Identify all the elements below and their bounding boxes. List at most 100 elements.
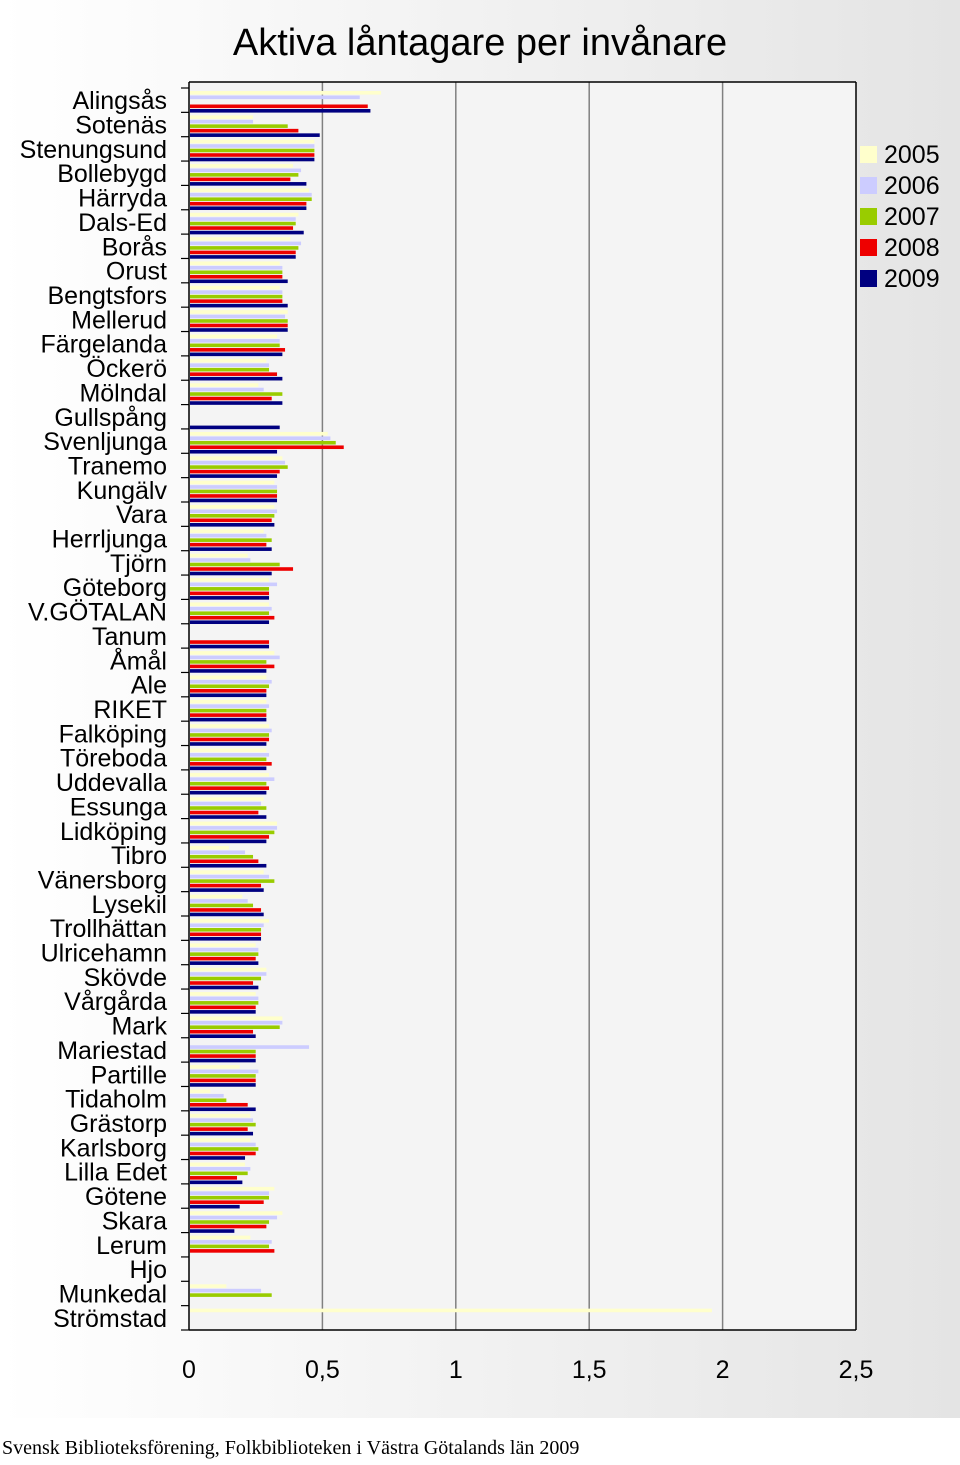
legend-label: 2006 <box>884 172 940 200</box>
bar <box>190 498 278 503</box>
bar <box>190 255 296 259</box>
bar <box>190 188 310 193</box>
category-label: Svenljunga <box>43 428 167 456</box>
bar <box>190 1244 270 1249</box>
bar <box>190 1220 270 1224</box>
bar <box>190 265 283 270</box>
bar <box>190 797 264 801</box>
bar <box>190 567 294 571</box>
bar <box>190 1235 251 1240</box>
bar <box>190 367 270 372</box>
bar <box>190 480 275 485</box>
bar <box>190 972 267 976</box>
bar <box>190 1215 278 1220</box>
category-label: Lidköping <box>60 818 167 846</box>
category-label: Mölndal <box>79 379 167 407</box>
bar <box>190 1025 280 1030</box>
bar <box>190 1074 256 1078</box>
bar <box>190 591 270 596</box>
bar <box>190 328 288 332</box>
bar <box>190 339 280 343</box>
bar <box>190 1069 259 1074</box>
bar <box>190 440 336 445</box>
bar <box>190 777 275 781</box>
bar <box>190 1138 251 1142</box>
bar <box>190 781 267 786</box>
bar <box>190 509 278 514</box>
bar <box>190 1171 248 1176</box>
bar <box>190 845 230 850</box>
bar <box>190 952 259 956</box>
bar <box>190 724 270 728</box>
bar <box>190 801 262 806</box>
bar <box>190 348 286 352</box>
bar <box>190 343 280 348</box>
bar <box>190 606 272 611</box>
bar <box>190 947 259 952</box>
category-label: Sotenäs <box>75 112 167 140</box>
axes <box>181 81 857 1331</box>
bar <box>190 465 288 469</box>
bar <box>190 192 312 197</box>
bar <box>190 728 272 733</box>
bar <box>190 675 267 680</box>
bar <box>190 376 283 381</box>
category-label: Dals-Ed <box>78 209 167 237</box>
bar <box>190 888 264 892</box>
bar <box>190 314 286 319</box>
bar <box>190 859 259 864</box>
bar <box>190 201 307 206</box>
bar <box>190 742 267 746</box>
bar <box>190 912 264 917</box>
category-label: Alingsås <box>73 87 168 115</box>
bar <box>190 981 254 985</box>
bar <box>190 1005 256 1010</box>
legend-label: 2005 <box>884 141 940 169</box>
bar <box>190 270 283 275</box>
bar <box>190 790 267 795</box>
bar <box>190 157 315 162</box>
bar <box>190 363 270 367</box>
legend-swatch <box>860 146 877 163</box>
bar <box>190 1049 256 1054</box>
bar <box>190 615 275 620</box>
chart-title: Aktiva låntagare per invånare <box>233 22 727 64</box>
bar <box>190 620 270 625</box>
bar <box>190 431 328 436</box>
bar <box>190 961 259 965</box>
bar <box>190 425 280 430</box>
bar <box>190 1122 256 1127</box>
category-label: Falköping <box>59 720 167 748</box>
category-label: Tranemo <box>68 452 167 480</box>
plot-area <box>189 82 856 1330</box>
legend-swatch <box>860 270 877 287</box>
bar <box>190 943 256 947</box>
bar <box>190 821 278 826</box>
bar <box>190 992 256 996</box>
bar <box>190 529 264 533</box>
bar <box>190 177 291 182</box>
legend-label: 2007 <box>884 203 940 231</box>
bar <box>190 279 288 284</box>
bar <box>190 1180 243 1185</box>
category-label: Vänersborg <box>38 866 167 894</box>
bar <box>190 460 286 465</box>
category-label: Mariestad <box>57 1037 167 1065</box>
bar <box>190 748 267 753</box>
bar <box>190 870 264 874</box>
bar <box>190 1204 240 1209</box>
bar <box>190 1191 270 1195</box>
bar <box>190 850 246 855</box>
bar <box>190 899 248 903</box>
bar <box>190 1284 227 1288</box>
bar <box>190 558 251 562</box>
bar <box>190 640 270 644</box>
bar <box>190 261 280 266</box>
bar <box>190 571 272 576</box>
bar <box>190 168 302 173</box>
bar <box>190 303 288 308</box>
bar <box>190 1308 712 1313</box>
legend-swatch <box>860 239 877 256</box>
bar <box>190 879 275 883</box>
bar <box>190 206 307 211</box>
